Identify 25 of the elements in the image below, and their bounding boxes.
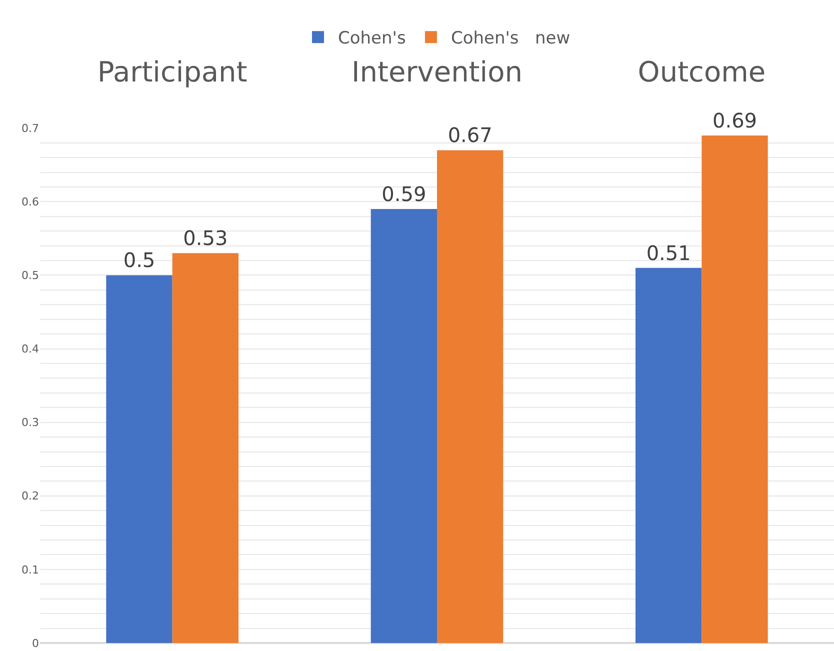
y-tick-label: 0.2 (22, 490, 39, 503)
bar (437, 150, 504, 643)
y-tick-label: 0.5 (22, 269, 39, 282)
bar (172, 253, 238, 643)
y-tick-label: 0.6 (22, 196, 39, 209)
bar (702, 135, 768, 643)
y-tick-label: 0.7 (22, 122, 39, 135)
x-tick-label: Intervention (352, 56, 522, 89)
data-label: 0.69 (712, 108, 758, 132)
y-tick-label: 0.1 (22, 563, 39, 576)
y-tick-label: 0 (32, 636, 39, 650)
x-tick-label: Outcome (638, 56, 766, 89)
bar (106, 275, 172, 643)
bar (370, 209, 437, 643)
legend-label: Cohen's new (450, 28, 570, 49)
data-label: 0.51 (646, 240, 691, 265)
data-label: 0.59 (382, 182, 426, 206)
y-tick-label: 0.3 (22, 416, 39, 430)
x-tick-label: Participant (97, 56, 248, 89)
legend-label: Cohen's (338, 28, 406, 49)
data-label: 0.67 (448, 123, 492, 148)
data-label: 0.5 (123, 248, 156, 272)
data-label: 0.53 (183, 226, 228, 250)
bar (636, 268, 702, 643)
y-tick-label: 0.4 (22, 342, 39, 356)
